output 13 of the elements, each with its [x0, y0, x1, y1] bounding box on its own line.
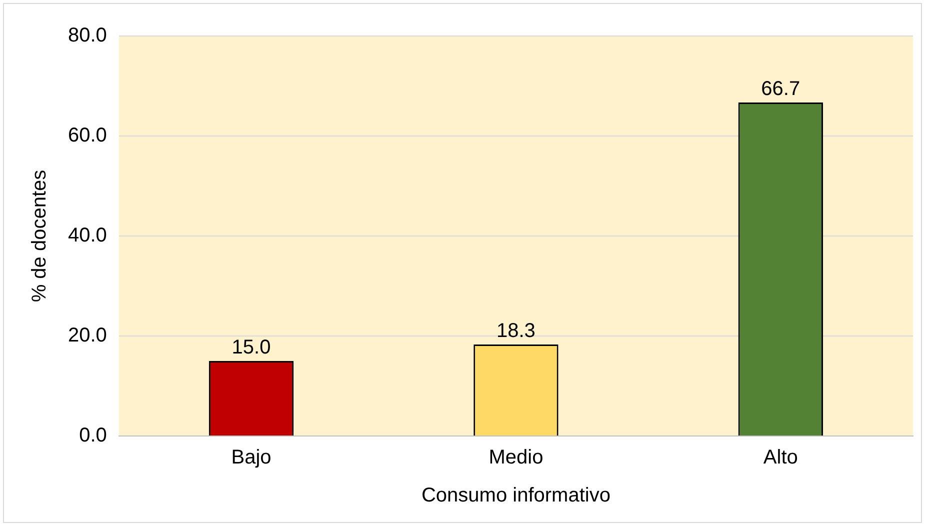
- x-axis-title: Consumo informativo: [421, 484, 610, 507]
- y-tick-label: 60.0: [68, 124, 107, 147]
- y-tick-label: 80.0: [68, 24, 107, 47]
- x-tick-label: Medio: [488, 446, 544, 469]
- y-tick-label: 20.0: [68, 324, 107, 347]
- data-label: 18.3: [496, 320, 536, 342]
- x-tick-label: Alto: [763, 446, 798, 469]
- y-tick-label: 0.0: [79, 424, 107, 447]
- y-axis-title: % de docentes: [28, 170, 51, 302]
- y-tick-label: 40.0: [68, 224, 107, 247]
- data-label: 66.7: [761, 78, 800, 100]
- x-tick-label: Bajo: [231, 446, 272, 469]
- data-label: 15.0: [232, 336, 271, 359]
